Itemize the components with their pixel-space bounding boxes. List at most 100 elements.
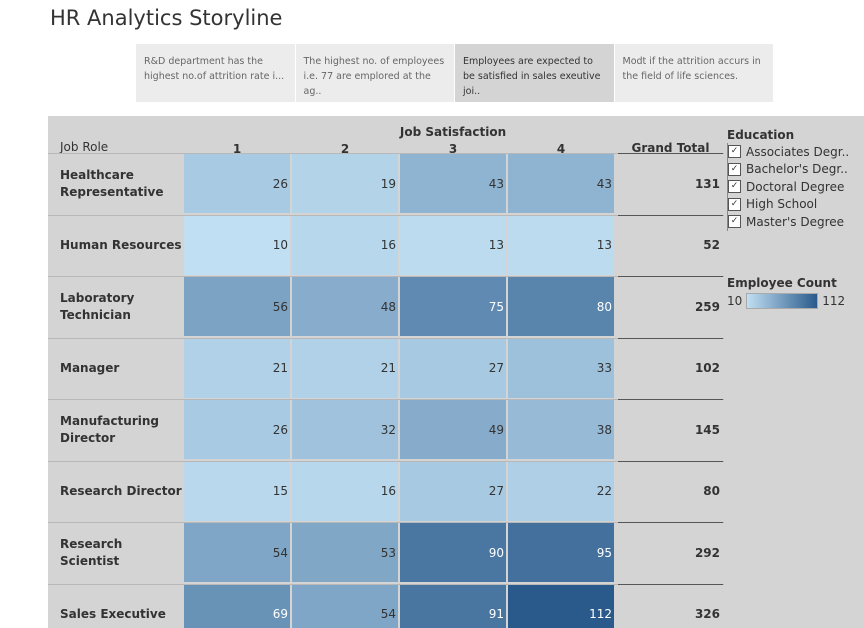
story-point-text: Employees are expected to be satisfied i…	[463, 56, 601, 97]
heatmap-cell[interactable]: 16	[292, 461, 398, 521]
story-point-1[interactable]: R&D department has the highest no.of att…	[136, 44, 296, 102]
heatmap-cell[interactable]: 91	[400, 584, 506, 628]
heatmap-cell[interactable]: 95	[508, 523, 614, 582]
education-filter-item[interactable]: ✓ Bachelor's Degr..	[728, 161, 862, 179]
grand-total-cell: 131	[694, 176, 720, 191]
heatmap-cell[interactable]: 43	[508, 154, 614, 213]
checkbox-icon[interactable]: ✓	[728, 180, 741, 194]
row-divider	[48, 276, 724, 277]
row-divider	[48, 583, 724, 585]
heatmap-cell[interactable]: 54	[184, 523, 290, 582]
color-ramp-bar	[746, 293, 819, 309]
row-label: Research Director	[60, 483, 182, 498]
education-filter-label: Master's Degree	[746, 214, 845, 229]
heatmap-cell[interactable]: 53	[292, 523, 398, 582]
education-filter-item[interactable]: ✓ Master's Degree	[728, 213, 862, 231]
story-point-text: The highest no. of employees i.e. 77 are…	[303, 56, 445, 97]
column-header-4: 4	[556, 142, 566, 156]
heatmap-cell[interactable]: 38	[508, 400, 614, 459]
color-ramp: 10 112	[727, 293, 862, 309]
heatmap-cell[interactable]: 10	[184, 215, 290, 275]
heatmap-cell[interactable]: 21	[292, 338, 398, 398]
row-label: Sales Executive	[60, 606, 166, 621]
education-filter-item[interactable]: ✓ Associates Degr..	[728, 143, 862, 161]
row-label: Human Resources	[60, 237, 182, 252]
story-navigator: R&D department has the highest no.of att…	[136, 44, 774, 102]
column-header-2: 2	[340, 142, 350, 156]
heatmap-cell[interactable]: 27	[400, 461, 506, 521]
grand-total-divider	[618, 399, 723, 400]
education-filter-label: Associates Degr..	[746, 144, 850, 159]
grand-total-divider	[618, 522, 723, 523]
checkbox-icon[interactable]: ✓	[728, 162, 741, 176]
heatmap-cell[interactable]: 27	[400, 338, 506, 398]
heatmap-cell[interactable]: 43	[400, 154, 506, 213]
grand-total-cell: 292	[694, 545, 720, 560]
grand-total-cell: 326	[694, 607, 720, 621]
grand-total-cell: 80	[703, 484, 720, 498]
heatmap-cell[interactable]: 49	[400, 400, 506, 459]
grand-total-cell: 145	[694, 422, 720, 437]
checkbox-icon[interactable]: ✓	[728, 197, 741, 211]
heatmap-cell[interactable]: 56	[184, 277, 290, 336]
row-label: Manufacturing Director	[60, 413, 159, 445]
row-label: Manager	[60, 360, 120, 375]
heatmap-cell[interactable]: 54	[292, 584, 398, 628]
education-legend-title: Education	[727, 128, 795, 142]
color-ramp-max: 112	[822, 294, 846, 308]
heatmap-cell[interactable]: 16	[292, 215, 398, 275]
grand-total-divider	[618, 460, 723, 462]
row-divider	[48, 522, 724, 523]
row-divider	[48, 153, 724, 154]
employee-count-legend: Employee Count 10 112	[727, 276, 862, 309]
education-filter-label: High School	[746, 197, 818, 212]
education-legend-items: ✓ Associates Degr.. ✓ Bachelor's Degr.. ✓ Doc…	[727, 143, 862, 231]
heatmap-cell[interactable]: 13	[400, 215, 506, 275]
story-point-text: Modt if the attrition accurs in the fiel…	[622, 56, 761, 82]
education-filter-item[interactable]: ✓ High School	[728, 196, 862, 214]
heatmap-cell[interactable]: 15	[184, 461, 290, 521]
color-ramp-min: 10	[727, 294, 743, 308]
education-filter-label: Bachelor's Degr..	[746, 162, 848, 177]
row-label: Healthcare Representative	[60, 167, 164, 199]
heatmap-cell[interactable]: 33	[508, 338, 614, 398]
story-point-4[interactable]: Modt if the attrition accurs in the fiel…	[614, 44, 774, 102]
heatmap-cell[interactable]: 21	[184, 338, 290, 398]
checkbox-icon[interactable]: ✓	[728, 145, 741, 159]
heatmap-cell[interactable]: 69	[184, 584, 290, 628]
heatmap-cell[interactable]: 32	[292, 400, 398, 459]
education-legend: Education ✓ Associates Degr.. ✓ Bachelor's …	[727, 128, 862, 231]
heatmap-cell[interactable]: 80	[508, 277, 614, 336]
grand-total-cell: 259	[694, 299, 720, 314]
row-divider	[48, 214, 724, 216]
page-title: HR Analytics Storyline	[50, 6, 283, 30]
story-point-3[interactable]: Employees are expected to be satisfied i…	[455, 44, 615, 102]
grand-total-cell: 102	[694, 361, 720, 375]
story-point-text: R&D department has the highest no.of att…	[144, 56, 285, 82]
heatmap-cell[interactable]: 22	[508, 461, 614, 521]
checkbox-icon[interactable]: ✓	[728, 215, 741, 229]
row-header: Job Role	[60, 140, 109, 154]
heatmap-cell[interactable]: 112	[508, 584, 614, 628]
row-divider	[48, 399, 724, 400]
heatmap-cell[interactable]: 13	[508, 215, 614, 275]
education-filter-item[interactable]: ✓ Doctoral Degree	[728, 178, 862, 196]
heatmap-cell[interactable]: 26	[184, 400, 290, 459]
row-label: Research Scientist	[60, 536, 123, 568]
row-divider	[48, 460, 724, 462]
education-filter-label: Doctoral Degree	[746, 179, 845, 194]
heatmap-cell[interactable]: 48	[292, 277, 398, 336]
heatmap-cell[interactable]: 26	[184, 154, 290, 213]
column-group-header: Job Satisfaction	[399, 125, 507, 139]
heatmap-cell[interactable]: 19	[292, 154, 398, 213]
employee-count-legend-title: Employee Count	[727, 276, 837, 290]
grand-total-divider	[618, 337, 723, 339]
grand-total-divider	[618, 153, 723, 154]
heatmap-cell[interactable]: 90	[400, 523, 506, 582]
grand-total-divider	[618, 276, 723, 277]
row-divider	[48, 337, 724, 339]
heatmap-cell[interactable]: 75	[400, 277, 506, 336]
story-point-2[interactable]: The highest no. of employees i.e. 77 are…	[295, 44, 455, 102]
grand-total-divider	[618, 214, 723, 216]
column-header-3: 3	[448, 142, 458, 156]
